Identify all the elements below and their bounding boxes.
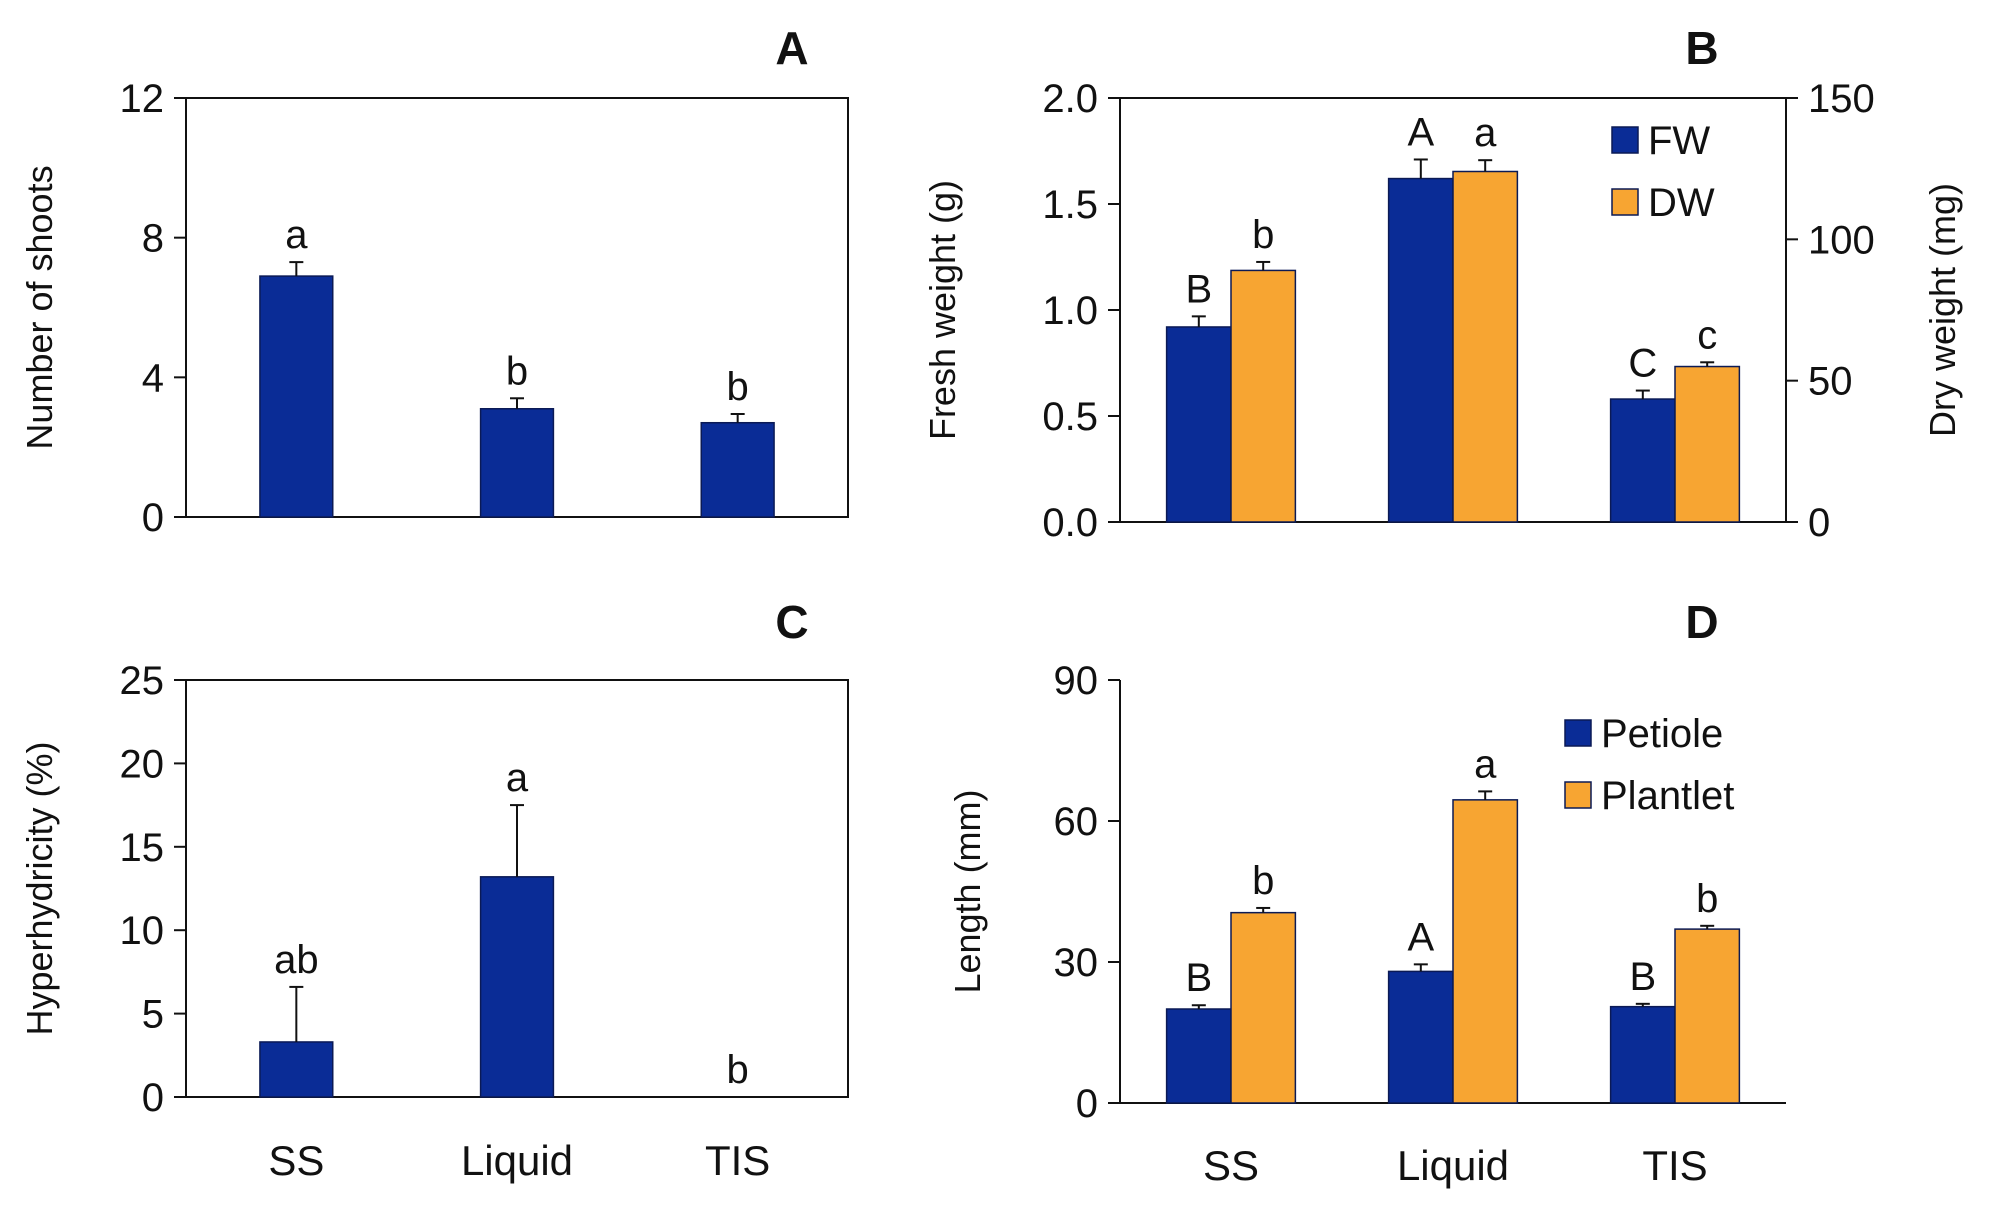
legend-swatch-b bbox=[1611, 126, 1639, 154]
significance-letter-c: a bbox=[506, 756, 529, 800]
bar-d bbox=[1230, 911, 1297, 1104]
bar-b bbox=[1609, 398, 1676, 523]
bar-a bbox=[479, 408, 555, 518]
significance-letter-a: b bbox=[506, 349, 528, 393]
bar-a bbox=[700, 421, 775, 518]
y-tick-label-c: 5 bbox=[142, 993, 164, 1037]
y-tick-label-d: 30 bbox=[1054, 941, 1099, 985]
bar-d bbox=[1674, 928, 1741, 1104]
legend-label-b: FW bbox=[1648, 119, 1710, 163]
category-label-c: TIS bbox=[705, 1137, 770, 1184]
y-tick-label-d: 0 bbox=[1076, 1082, 1098, 1126]
y-tick-label-b: 0.0 bbox=[1042, 501, 1098, 545]
significance-letter-b: b bbox=[1252, 213, 1274, 257]
y-tick-label-b: 2.0 bbox=[1042, 77, 1098, 121]
significance-letter-a: b bbox=[727, 365, 749, 409]
legend-label-b: DW bbox=[1648, 181, 1715, 225]
significance-letter-c: b bbox=[727, 1048, 749, 1092]
bar-b bbox=[1165, 326, 1232, 523]
bar-b bbox=[1452, 170, 1519, 523]
y-tick-label-a: 0 bbox=[142, 496, 164, 540]
y-right-tick-label-b: 50 bbox=[1808, 360, 1853, 404]
category-label-d: Liquid bbox=[1397, 1142, 1509, 1189]
significance-letter-b: a bbox=[1474, 111, 1497, 155]
legend-swatch-d bbox=[1564, 781, 1592, 809]
significance-letter-b: A bbox=[1407, 110, 1434, 154]
significance-letter-d: B bbox=[1629, 955, 1656, 999]
panel-B: B 0.0 0.5 1.0 1.5 2.0 0 50 100 150 Fresh weight (… bbox=[922, 22, 1963, 545]
bar-b bbox=[1230, 269, 1297, 523]
significance-letter-d: b bbox=[1696, 877, 1718, 921]
panel-A: A 0 4 8 12 Number of shoots a b b bbox=[19, 22, 849, 540]
y-tick-label-c: 25 bbox=[120, 659, 165, 703]
bar-d bbox=[1165, 1008, 1232, 1104]
panel-D: D 0 30 60 90 Length (mm) Bb SS Aa Liquid Bb TIS Pet… bbox=[947, 596, 1786, 1189]
y-tick-label-c: 15 bbox=[120, 826, 165, 870]
legend-label-d: Petiole bbox=[1601, 712, 1723, 756]
y-right-tick-label-b: 150 bbox=[1808, 77, 1875, 121]
legend-swatch-b bbox=[1611, 188, 1639, 216]
y-right-tick-label-b: 0 bbox=[1808, 501, 1830, 545]
significance-letter-d: b bbox=[1252, 859, 1274, 903]
significance-letter-d: B bbox=[1185, 956, 1212, 1000]
panel-letter-B: B bbox=[1685, 22, 1718, 74]
panel-letter-A: A bbox=[775, 22, 808, 74]
significance-letter-c: ab bbox=[274, 938, 319, 982]
legend-label-d: Plantlet bbox=[1601, 774, 1734, 818]
category-label-d: TIS bbox=[1642, 1142, 1707, 1189]
y-tick-label-d: 60 bbox=[1054, 800, 1099, 844]
category-label-c: SS bbox=[268, 1137, 324, 1184]
y-tick-label-d: 90 bbox=[1054, 659, 1099, 703]
significance-letter-d: a bbox=[1474, 742, 1497, 786]
bar-d bbox=[1452, 799, 1519, 1104]
y-tick-label-a: 4 bbox=[142, 356, 164, 400]
category-label-d: SS bbox=[1203, 1142, 1259, 1189]
y-tick-label-a: 8 bbox=[142, 217, 164, 261]
significance-letter-b: B bbox=[1185, 267, 1212, 311]
y-axis-title-b: Fresh weight (g) bbox=[922, 180, 963, 440]
y-axis-right-title-b: Dry weight (mg) bbox=[1922, 183, 1963, 437]
y-axis-title-a: Number of shoots bbox=[19, 165, 60, 449]
panel-letter-D: D bbox=[1685, 596, 1718, 648]
bar-c bbox=[479, 876, 555, 1098]
category-label-c: Liquid bbox=[461, 1137, 573, 1184]
y-tick-label-c: 10 bbox=[120, 909, 165, 953]
panel-letter-C: C bbox=[775, 596, 808, 648]
significance-letter-d: A bbox=[1407, 915, 1434, 959]
bar-d bbox=[1387, 970, 1454, 1104]
significance-letter-b: C bbox=[1628, 342, 1657, 386]
y-tick-label-c: 20 bbox=[120, 742, 165, 786]
bar-a bbox=[259, 275, 334, 518]
y-tick-label-c: 0 bbox=[142, 1076, 164, 1120]
bar-c bbox=[259, 1041, 334, 1098]
significance-letter-a: a bbox=[285, 213, 308, 257]
y-tick-label-b: 0.5 bbox=[1042, 395, 1098, 439]
y-right-tick-label-b: 100 bbox=[1808, 218, 1875, 262]
bar-d bbox=[1609, 1005, 1676, 1104]
bar-b bbox=[1387, 177, 1454, 523]
panel-C: C 0 5 10 15 20 25 Hyperhydricity (%) ab SS a Liqui… bbox=[19, 596, 849, 1184]
y-tick-label-b: 1.5 bbox=[1042, 183, 1098, 227]
y-tick-label-b: 1.0 bbox=[1042, 289, 1098, 333]
y-axis-title-d: Length (mm) bbox=[947, 789, 988, 993]
bar-b bbox=[1674, 365, 1741, 523]
y-axis-title-c: Hyperhydricity (%) bbox=[19, 741, 60, 1035]
y-tick-label-a: 12 bbox=[120, 77, 165, 121]
legend-swatch-d bbox=[1564, 719, 1592, 747]
significance-letter-b: c bbox=[1697, 313, 1717, 357]
